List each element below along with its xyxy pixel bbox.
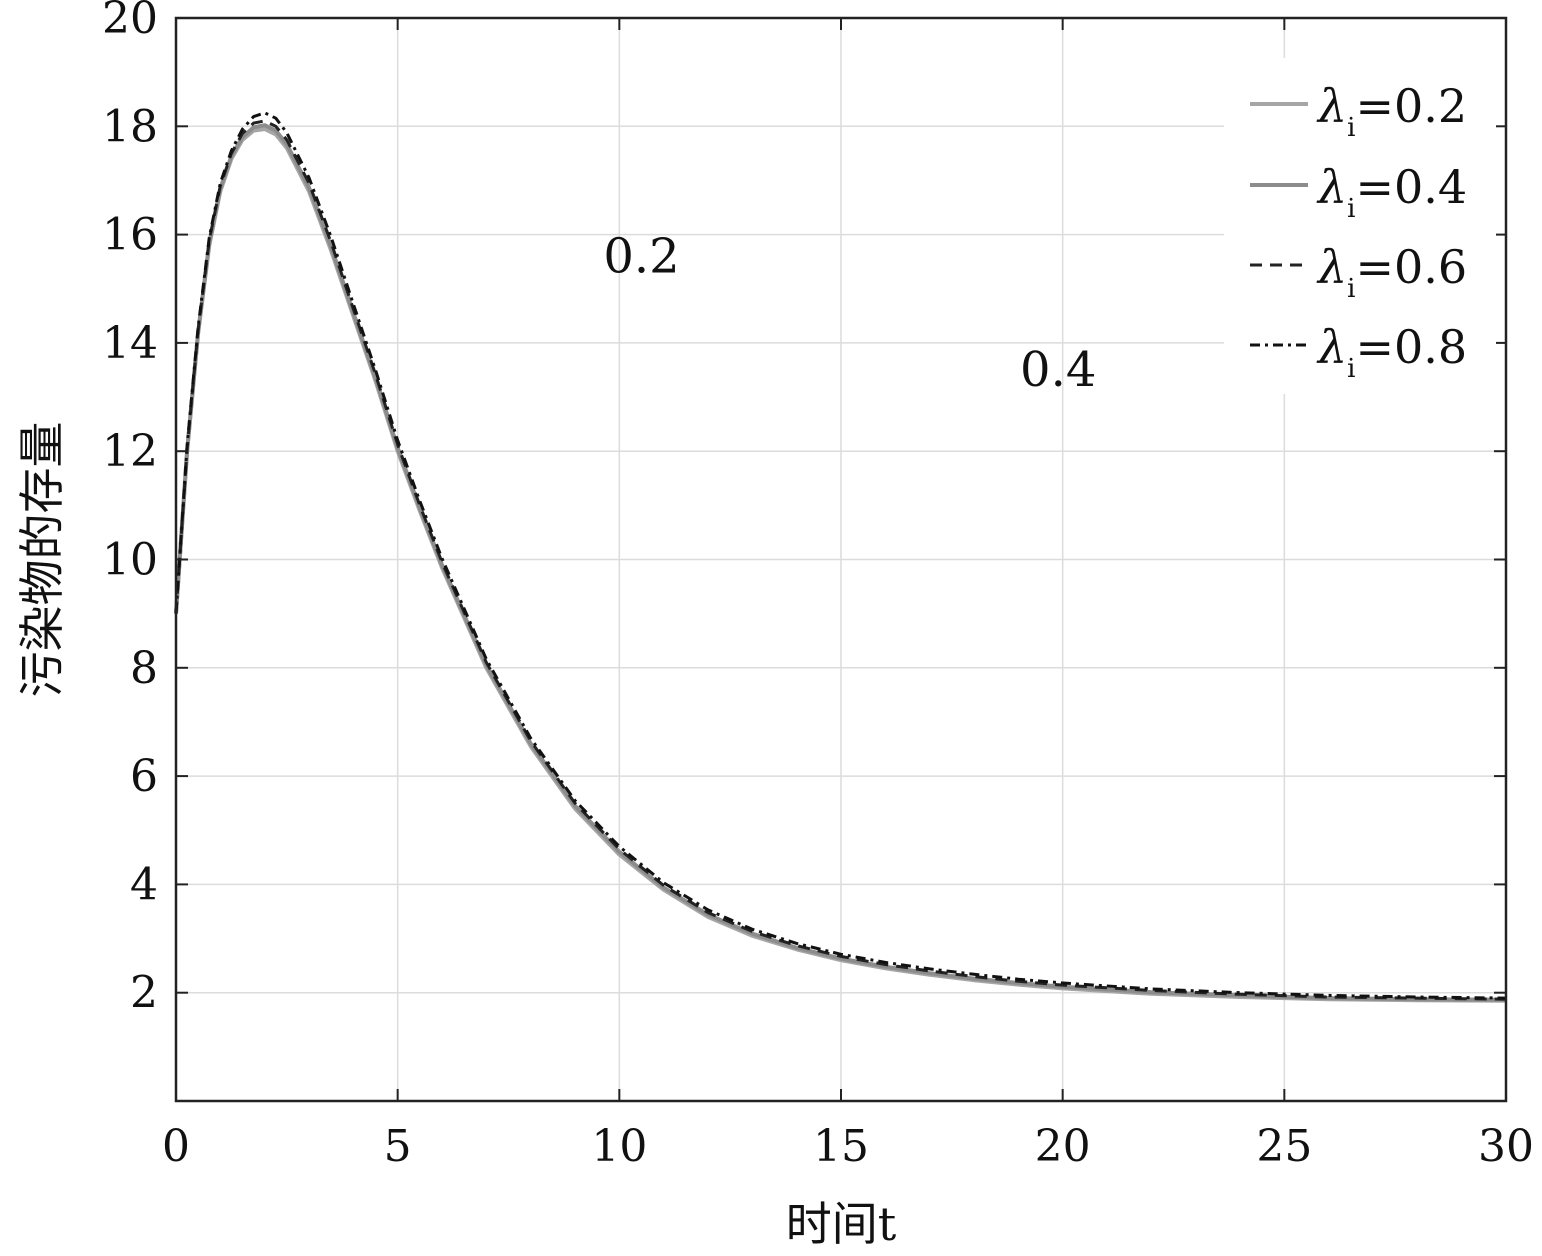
y-tick-label: 14 (102, 318, 158, 369)
y-tick-label: 2 (130, 968, 158, 1019)
y-tick-label: 12 (102, 426, 158, 477)
y-tick-label: 10 (102, 535, 158, 586)
series-group (174, 111, 1507, 1003)
legend: λi=0.2 λi=0.4 λi=0.6 λi=0.8 (1224, 58, 1496, 394)
annotation-label: 0.4 (1020, 342, 1096, 398)
y-tick-label: 20 (102, 0, 158, 44)
legend-box (1224, 58, 1496, 394)
grid (176, 18, 1506, 1101)
legend-label: λi=0.8 (1316, 320, 1467, 384)
x-tick-label: 10 (591, 1121, 647, 1172)
y-tick-label: 6 (130, 751, 158, 802)
annotation-label: 0.2 (603, 229, 679, 285)
x-tick-label: 0 (162, 1121, 190, 1172)
axis-ticks (175, 17, 1507, 1101)
x-tick-label: 20 (1035, 1121, 1091, 1172)
y-tick-label: 16 (102, 210, 158, 261)
y-tick-label: 4 (130, 859, 158, 910)
y-tick-label: 8 (130, 643, 158, 694)
y-axis-label: 污染物的存量 (15, 422, 69, 698)
annotations: 0.2 0.4 (603, 229, 1096, 399)
series-line (174, 119, 1507, 1001)
y-tick-label: 18 (102, 101, 158, 152)
x-tick-label: 15 (813, 1121, 869, 1172)
x-tick-label: 5 (384, 1121, 412, 1172)
x-axis-label: 时间t (786, 1197, 897, 1251)
series-line (174, 111, 1507, 1000)
legend-label: λi=0.4 (1316, 160, 1467, 224)
legend-label: λi=0.2 (1316, 79, 1467, 143)
x-tick-label: 30 (1478, 1121, 1534, 1172)
tick-labels: 0 5 10 15 20 25 30 2 4 6 8 10 12 14 16 18 20 (102, 0, 1534, 1172)
x-tick-label: 25 (1256, 1121, 1312, 1172)
legend-label: λi=0.6 (1316, 240, 1467, 304)
